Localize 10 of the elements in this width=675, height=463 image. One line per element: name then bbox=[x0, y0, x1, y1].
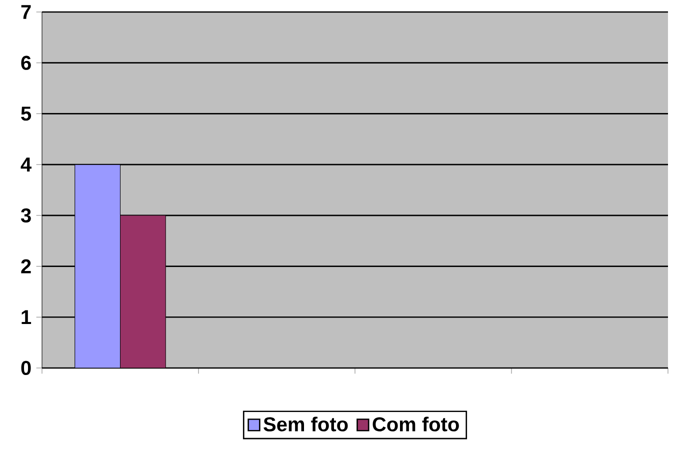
legend-label: Com foto bbox=[372, 416, 459, 432]
y-tick-label: 1 bbox=[22, 310, 32, 324]
legend-label: Sem foto bbox=[264, 416, 348, 432]
y-tick-label: 3 bbox=[20, 208, 31, 223]
y-tick-label: 6 bbox=[21, 56, 31, 70]
y-tick-label: 2 bbox=[21, 259, 31, 274]
y-tick-label: 0 bbox=[21, 360, 31, 376]
y-tick-label: 7 bbox=[21, 5, 31, 19]
y-tick-label: 5 bbox=[21, 106, 32, 121]
y-tick-label: 4 bbox=[20, 158, 32, 172]
